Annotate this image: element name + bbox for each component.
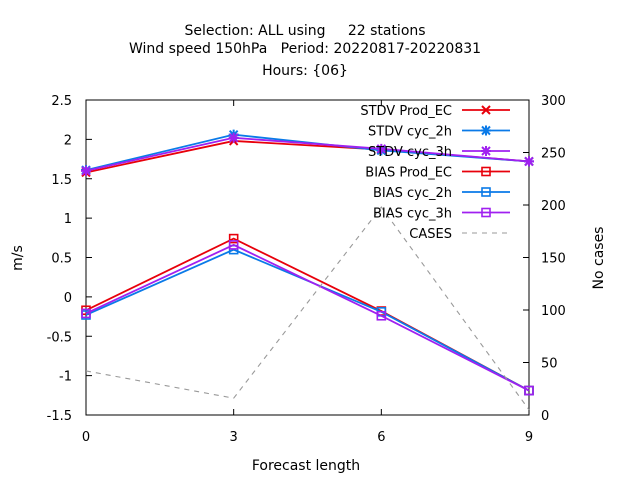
data-point [228,233,239,244]
legend-item: STDV cyc_2h [368,125,510,140]
series-bias-prod-ec [81,233,534,396]
y2-axis-label: No cases [591,227,607,290]
y-tick-label: 1 [64,212,72,227]
y2-tick-label: 150 [541,252,566,267]
title-line-1: Selection: ALL using 22 stations [184,23,425,39]
legend-item: CASES [409,227,510,242]
legend-item: BIAS cyc_2h [373,186,510,201]
series-bias-cyc-3h [81,240,534,396]
legend: STDV Prod_EC STDV cyc_2h STDV cyc_3h BIAS P… [360,104,510,242]
series-layer [81,129,534,411]
series-stdv-cyc-3h [81,132,534,176]
legend-item: STDV Prod_EC [360,104,510,119]
legend-marker [481,207,491,218]
title-line-3: Hours: {06} [262,63,348,79]
axis-ticks: -1.5 -1 -0.5 0 0.5 1 1.5 2 2.5 0 50 100 150 200 250 300… [47,94,566,445]
y2-tick-label: 0 [541,409,549,424]
y-tick-label: 0.5 [51,252,72,267]
legend-label: BIAS cyc_2h [373,186,452,201]
y-tick-label: 0 [64,291,72,306]
y-tick-label: 2 [64,133,72,148]
chart-title: Selection: ALL using 22 stations Wind sp… [129,23,481,79]
legend-item: BIAS Prod_EC [365,166,510,181]
legend-label: CASES [409,227,452,242]
y2-tick-label: 250 [541,147,566,162]
x-tick-label: 6 [377,430,385,445]
data-point [376,310,387,321]
legend-item: STDV cyc_3h [368,145,510,160]
series-bias-cyc-2h [81,244,534,396]
plot-frame [85,99,530,416]
series-line [85,136,530,172]
series-cases [85,206,530,411]
series-line [85,243,530,392]
y-tick-label: 2.5 [51,94,72,109]
data-point [81,165,91,176]
y2-tick-label: 200 [541,199,566,214]
series-stdv-cyc-2h [81,129,534,176]
y-tick-label: -1.5 [47,409,72,424]
legend-marker [481,166,491,177]
y-axis-label: m/s [10,245,26,271]
y-tick-label: -1 [59,370,72,385]
legend-label: STDV Prod_EC [360,104,452,119]
data-point [376,143,387,154]
legend-marker [481,146,491,156]
series-line [85,133,530,171]
legend-label: STDV cyc_3h [368,145,452,160]
data-point [228,132,239,143]
y2-tick-label: 50 [541,357,558,372]
legend-label: BIAS cyc_3h [373,207,452,222]
legend-marker [481,187,491,197]
legend-item: BIAS cyc_3h [373,207,510,222]
x-axis-label: Forecast length [252,458,360,474]
legend-marker [481,125,491,136]
y2-tick-label: 100 [541,304,566,319]
legend-marker [481,105,491,115]
series-line [85,237,530,392]
x-tick-label: 3 [230,430,238,445]
legend-label: BIAS Prod_EC [365,166,452,181]
series-line [85,206,530,411]
y2-tick-label: 300 [541,94,566,109]
data-point [81,308,91,319]
y-tick-label: 1.5 [51,173,72,188]
y-tick-label: -0.5 [47,330,72,345]
legend-label: STDV cyc_2h [368,125,452,140]
x-tick-label: 0 [82,430,90,445]
data-point [524,385,534,396]
data-point [228,240,239,250]
series-line [85,248,530,392]
title-line-2: Wind speed 150hPa Period: 20220817-20220… [129,41,481,57]
data-point [524,156,534,167]
x-tick-label: 9 [525,430,533,445]
